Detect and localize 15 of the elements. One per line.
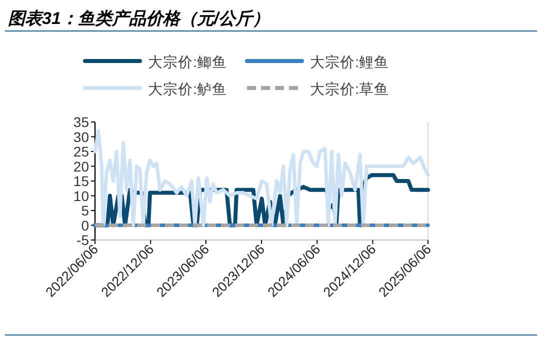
legend-label: 大宗价:鲤鱼 — [310, 54, 390, 71]
legend-label: 大宗价:鲫鱼 — [148, 54, 228, 71]
y-tick-label: 15 — [73, 173, 90, 189]
y-tick-label: 35 — [73, 114, 90, 130]
legend-label: 大宗价:草鱼 — [310, 81, 390, 98]
line-series — [93, 129, 430, 227]
chart-title: 图表31：鱼类产品价格（元/公斤） — [8, 9, 270, 28]
y-tick-label: 5 — [81, 202, 90, 218]
y-tick-label: 10 — [73, 188, 90, 204]
y-tick-label: 0 — [81, 217, 90, 234]
y-tick-label: 20 — [73, 158, 90, 174]
y-tick-label: -5 — [76, 232, 90, 248]
y-tick-label: 30 — [73, 128, 90, 145]
legend-label: 大宗价:鲈鱼 — [148, 81, 228, 98]
y-tick-label: 25 — [73, 144, 90, 160]
